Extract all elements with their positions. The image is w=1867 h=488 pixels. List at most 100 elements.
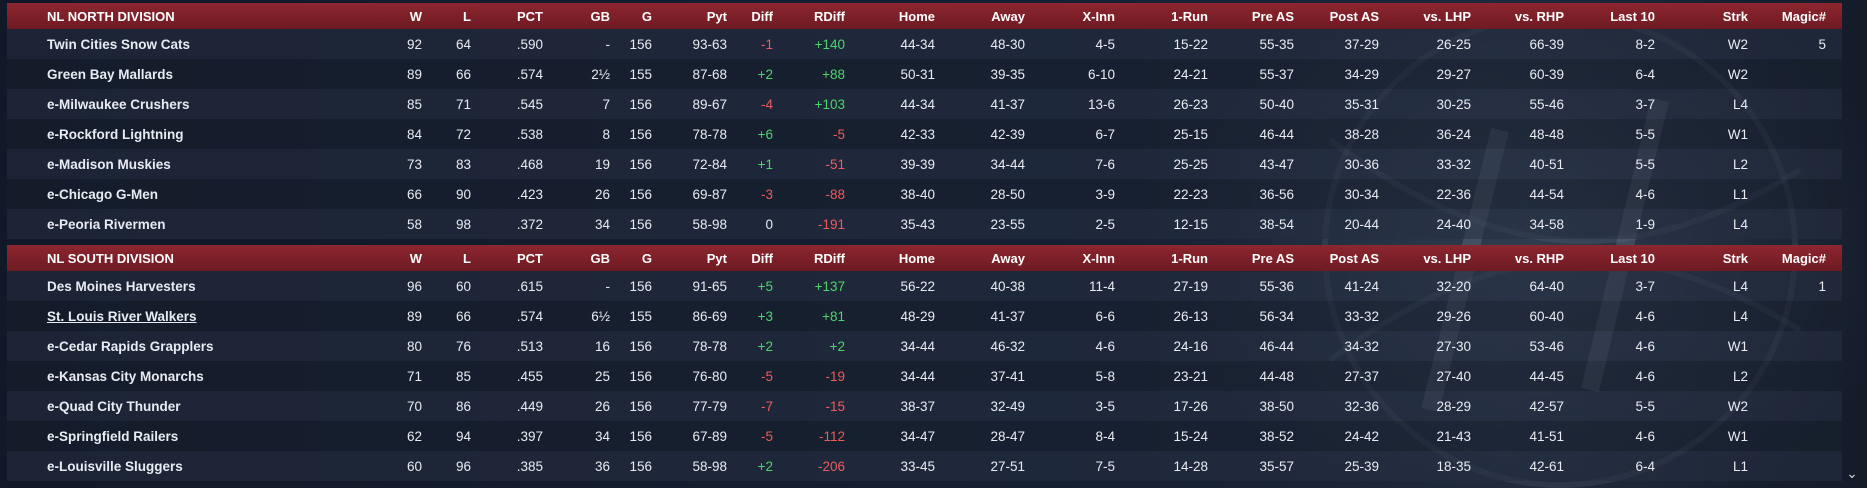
column-header-strk[interactable]: Strk <box>1722 8 1748 24</box>
column-header-postas[interactable]: Post AS <box>1329 8 1379 24</box>
cell-g: 156 <box>629 36 652 52</box>
cell-strk: L2 <box>1732 156 1748 172</box>
team-name[interactable]: e-Rockford Lightning <box>47 126 184 142</box>
team-name[interactable]: e-Kansas City Monarchs <box>47 368 204 384</box>
cell-away: 41-37 <box>990 96 1025 112</box>
column-header-l[interactable]: L <box>463 8 471 24</box>
column-header-preas[interactable]: Pre AS <box>1251 8 1294 24</box>
table-row[interactable]: St. Louis River Walkers 89 66 .574 6½ 155 86-6… <box>7 301 1842 331</box>
team-name-cell: Twin Cities Snow Cats <box>7 37 337 52</box>
team-name[interactable]: e-Cedar Rapids Grapplers <box>47 338 214 354</box>
column-header-g[interactable]: G <box>641 8 652 24</box>
column-header-w[interactable]: W <box>409 250 422 266</box>
team-name[interactable]: e-Quad City Thunder <box>47 398 181 414</box>
table-row[interactable]: e-Cedar Rapids Grapplers 80 76 .513 16 156 78-… <box>7 331 1842 361</box>
team-name[interactable]: e-Louisville Sluggers <box>47 458 183 474</box>
cell-w: 62 <box>406 428 422 444</box>
column-header-w[interactable]: W <box>409 8 422 24</box>
column-header-rhp[interactable]: vs. RHP <box>1514 250 1564 266</box>
cell-last10: 1-9 <box>1635 216 1655 232</box>
team-name[interactable]: Twin Cities Snow Cats <box>47 36 191 52</box>
table-row[interactable]: e-Rockford Lightning 84 72 .538 8 156 78-78 +6 -… <box>7 119 1842 149</box>
cell-strk: L4 <box>1732 216 1748 232</box>
cell-w: 89 <box>406 308 422 324</box>
cell-onerun: 24-21 <box>1173 66 1208 82</box>
column-header-lhp[interactable]: vs. LHP <box>1423 250 1471 266</box>
column-header-lhp[interactable]: vs. LHP <box>1423 8 1471 24</box>
table-row[interactable]: e-Louisville Sluggers 60 96 .385 36 156 58-98 +… <box>7 451 1842 481</box>
cell-strk: W1 <box>1727 338 1748 354</box>
column-header-home[interactable]: Home <box>898 250 935 266</box>
column-header-diff[interactable]: Diff <box>751 8 773 24</box>
cell-lhp: 27-30 <box>1436 338 1471 354</box>
cell-g: 156 <box>629 156 652 172</box>
cell-pyt: 78-78 <box>692 126 727 142</box>
table-row[interactable]: e-Peoria Rivermen 58 98 .372 34 156 58-98 0 -191… <box>7 209 1842 239</box>
column-header-g[interactable]: G <box>641 250 652 266</box>
column-header-rhp[interactable]: vs. RHP <box>1514 8 1564 24</box>
table-row[interactable]: Twin Cities Snow Cats 92 64 .590 - 156 93-63 -1… <box>7 29 1842 59</box>
column-header-preas[interactable]: Pre AS <box>1251 250 1294 266</box>
column-header-gb[interactable]: GB <box>590 8 611 24</box>
cell-w: 85 <box>406 96 422 112</box>
table-row[interactable]: Green Bay Mallards 89 66 .574 2½ 155 87-68 +2 +8… <box>7 59 1842 89</box>
column-header-gb[interactable]: GB <box>590 250 611 266</box>
column-header-xinn[interactable]: X-Inn <box>1082 250 1116 266</box>
team-name[interactable]: e-Peoria Rivermen <box>47 216 166 232</box>
team-name[interactable]: Des Moines Harvesters <box>47 278 196 294</box>
column-header-magic[interactable]: Magic# <box>1781 8 1826 24</box>
chevron-down-icon[interactable]: ⌄ <box>1846 465 1858 481</box>
team-name-link[interactable]: St. Louis River Walkers <box>47 308 197 324</box>
column-header-home[interactable]: Home <box>898 8 935 24</box>
cell-last10: 4-6 <box>1635 338 1655 354</box>
cell-diff: +6 <box>757 126 773 142</box>
cell-pct: .468 <box>516 156 543 172</box>
table-row[interactable]: e-Madison Muskies 73 83 .468 19 156 72-84 +1 -51… <box>7 149 1842 179</box>
table-row[interactable]: Des Moines Harvesters 96 60 .615 - 156 91-65 +5… <box>7 271 1842 301</box>
column-header-postas[interactable]: Post AS <box>1329 250 1379 266</box>
column-header-rdiff[interactable]: RDiff <box>813 250 845 266</box>
team-name[interactable]: e-Chicago G-Men <box>47 186 159 202</box>
column-header-diff[interactable]: Diff <box>751 250 773 266</box>
cell-l: 71 <box>455 96 471 112</box>
cell-w: 96 <box>406 278 422 294</box>
cell-away: 48-30 <box>990 36 1025 52</box>
column-header-rdiff[interactable]: RDiff <box>813 8 845 24</box>
cell-pyt: 58-98 <box>692 216 727 232</box>
cell-postas: 34-32 <box>1344 338 1379 354</box>
cell-onerun: 27-19 <box>1173 278 1208 294</box>
column-header-magic[interactable]: Magic# <box>1781 250 1826 266</box>
cell-last10: 4-6 <box>1635 428 1655 444</box>
team-name[interactable]: e-Milwaukee Crushers <box>47 96 190 112</box>
cell-l: 94 <box>455 428 471 444</box>
cell-pyt: 67-89 <box>692 428 727 444</box>
column-header-away[interactable]: Away <box>991 8 1025 24</box>
column-header-last10[interactable]: Last 10 <box>1610 8 1655 24</box>
table-row[interactable]: e-Milwaukee Crushers 85 71 .545 7 156 89-67 -4 +… <box>7 89 1842 119</box>
column-header-pct[interactable]: PCT <box>517 8 543 24</box>
team-name[interactable]: e-Springfield Railers <box>47 428 179 444</box>
table-row[interactable]: e-Kansas City Monarchs 71 85 .455 25 156 76-80… <box>7 361 1842 391</box>
column-header-strk[interactable]: Strk <box>1722 250 1748 266</box>
cell-lhp: 32-20 <box>1436 278 1471 294</box>
cell-postas: 41-24 <box>1344 278 1379 294</box>
cell-diff: -1 <box>760 36 773 52</box>
cell-postas: 34-29 <box>1344 66 1379 82</box>
column-header-xinn[interactable]: X-Inn <box>1082 8 1116 24</box>
column-header-onerun[interactable]: 1-Run <box>1171 250 1208 266</box>
cell-g: 156 <box>629 216 652 232</box>
team-name[interactable]: e-Madison Muskies <box>47 156 171 172</box>
column-header-pyt[interactable]: Pyt <box>706 8 727 24</box>
column-header-onerun[interactable]: 1-Run <box>1171 8 1208 24</box>
column-header-pyt[interactable]: Pyt <box>706 250 727 266</box>
cell-rhp: 55-46 <box>1529 96 1564 112</box>
column-header-away[interactable]: Away <box>991 250 1025 266</box>
table-row[interactable]: e-Chicago G-Men 66 90 .423 26 156 69-87 -3 -88 38… <box>7 179 1842 209</box>
team-name[interactable]: Green Bay Mallards <box>47 66 174 82</box>
cell-preas: 55-36 <box>1259 278 1294 294</box>
column-header-pct[interactable]: PCT <box>517 250 543 266</box>
column-header-l[interactable]: L <box>463 250 471 266</box>
table-row[interactable]: e-Springfield Railers 62 94 .397 34 156 67-89 -… <box>7 421 1842 451</box>
table-row[interactable]: e-Quad City Thunder 70 86 .449 26 156 77-79 -7 -… <box>7 391 1842 421</box>
column-header-last10[interactable]: Last 10 <box>1610 250 1655 266</box>
